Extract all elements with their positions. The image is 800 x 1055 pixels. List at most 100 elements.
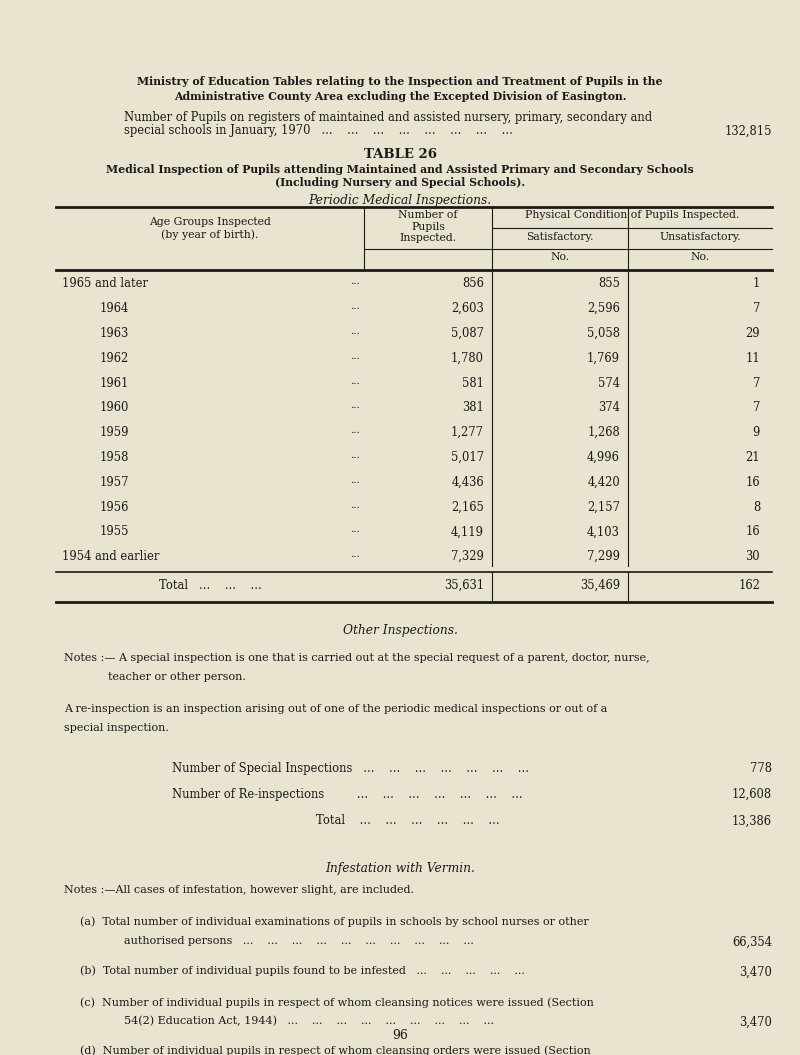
- Text: 855: 855: [598, 277, 620, 290]
- Text: 3,470: 3,470: [739, 1016, 772, 1029]
- Text: Number of
Pupils
Inspected.: Number of Pupils Inspected.: [398, 210, 458, 243]
- Text: 2,165: 2,165: [451, 501, 484, 514]
- Text: 574: 574: [598, 377, 620, 389]
- Text: (d)  Number of individual pupils in respect of whom cleansing orders were issued: (d) Number of individual pupils in respe…: [80, 1046, 590, 1055]
- Text: Age Groups Inspected
(by year of birth).: Age Groups Inspected (by year of birth).: [149, 217, 271, 239]
- Text: special inspection.: special inspection.: [64, 723, 169, 732]
- Text: 1955: 1955: [100, 525, 130, 538]
- Text: ...: ...: [350, 476, 360, 485]
- Text: 54(2) Education Act, 1944)   ...    ...    ...    ...    ...    ...    ...    ..: 54(2) Education Act, 1944) ... ... ... .…: [124, 1016, 494, 1027]
- Text: (Including Nursery and Special Schools).: (Including Nursery and Special Schools).: [275, 177, 525, 188]
- Text: 30: 30: [746, 551, 760, 563]
- Text: Physical Condition of Pupils Inspected.: Physical Condition of Pupils Inspected.: [525, 210, 739, 219]
- Text: 16: 16: [746, 525, 760, 538]
- Text: 5,058: 5,058: [587, 327, 620, 340]
- Text: (c)  Number of individual pupils in respect of whom cleansing notices were issue: (c) Number of individual pupils in respe…: [80, 997, 594, 1008]
- Text: 96: 96: [392, 1029, 408, 1041]
- Text: 374: 374: [598, 401, 620, 415]
- Text: ...: ...: [350, 525, 360, 535]
- Text: 1958: 1958: [100, 452, 130, 464]
- Text: ...: ...: [350, 302, 360, 311]
- Text: 4,103: 4,103: [587, 525, 620, 538]
- Text: 4,420: 4,420: [587, 476, 620, 488]
- Text: 11: 11: [746, 351, 760, 365]
- Text: ...: ...: [350, 426, 360, 436]
- Text: 381: 381: [462, 401, 484, 415]
- Text: 1961: 1961: [100, 377, 130, 389]
- Text: ...: ...: [350, 277, 360, 287]
- Text: Periodic Medical Inspections.: Periodic Medical Inspections.: [309, 194, 491, 207]
- Text: ...: ...: [350, 501, 360, 510]
- Text: TABLE 26: TABLE 26: [363, 148, 437, 160]
- Text: 35,631: 35,631: [444, 579, 484, 592]
- Text: 21: 21: [746, 452, 760, 464]
- Text: 29: 29: [746, 327, 760, 340]
- Text: Infestation with Vermin.: Infestation with Vermin.: [325, 862, 475, 875]
- Text: 132,815: 132,815: [725, 124, 772, 137]
- Text: (a)  Total number of individual examinations of pupils in schools by school nurs: (a) Total number of individual examinati…: [80, 917, 589, 927]
- Text: Unsatisfactory.: Unsatisfactory.: [659, 232, 741, 242]
- Text: teacher or other person.: teacher or other person.: [108, 672, 246, 682]
- Text: Satisfactory.: Satisfactory.: [526, 232, 594, 242]
- Text: 9: 9: [753, 426, 760, 439]
- Text: 7: 7: [753, 401, 760, 415]
- Text: 7,329: 7,329: [451, 551, 484, 563]
- Text: 8: 8: [753, 501, 760, 514]
- Text: ...: ...: [350, 377, 360, 386]
- Text: No.: No.: [550, 252, 570, 262]
- Text: Total   ...    ...    ...: Total ... ... ...: [158, 579, 262, 592]
- Text: No.: No.: [690, 252, 710, 262]
- Text: Administrative County Area excluding the Excepted Division of Easington.: Administrative County Area excluding the…: [174, 91, 626, 101]
- Text: 12,608: 12,608: [732, 788, 772, 801]
- Text: 35,469: 35,469: [580, 579, 620, 592]
- Text: special schools in January, 1970   ...    ...    ...    ...    ...    ...    ...: special schools in January, 1970 ... ...…: [124, 124, 513, 137]
- Text: 1960: 1960: [100, 401, 130, 415]
- Text: 581: 581: [462, 377, 484, 389]
- Text: 1962: 1962: [100, 351, 130, 365]
- Text: Number of Pupils on registers of maintained and assisted nursery, primary, secon: Number of Pupils on registers of maintai…: [124, 111, 652, 123]
- Text: Notes :— A special inspection is one that is carried out at the special request : Notes :— A special inspection is one tha…: [64, 653, 650, 663]
- Text: ...: ...: [350, 551, 360, 559]
- Text: ...: ...: [350, 327, 360, 337]
- Text: 2,596: 2,596: [587, 302, 620, 315]
- Text: 1957: 1957: [100, 476, 130, 488]
- Text: 1,780: 1,780: [451, 351, 484, 365]
- Text: 4,436: 4,436: [451, 476, 484, 488]
- Text: 16: 16: [746, 476, 760, 488]
- Text: 7: 7: [753, 377, 760, 389]
- Text: ...: ...: [350, 401, 360, 410]
- Text: Medical Inspection of Pupils attending Maintained and Assisted Primary and Secon: Medical Inspection of Pupils attending M…: [106, 164, 694, 174]
- Text: Total    ...    ...    ...    ...    ...    ...: Total ... ... ... ... ... ...: [316, 814, 500, 827]
- Text: ...: ...: [350, 351, 360, 361]
- Text: 1956: 1956: [100, 501, 130, 514]
- Text: 66,354: 66,354: [732, 936, 772, 948]
- Text: (b)  Total number of individual pupils found to be infested   ...    ...    ... : (b) Total number of individual pupils fo…: [80, 965, 525, 976]
- Text: 13,386: 13,386: [732, 814, 772, 827]
- Text: authorised persons   ...    ...    ...    ...    ...    ...    ...    ...    ...: authorised persons ... ... ... ... ... .…: [124, 936, 474, 945]
- Text: 1965 and later: 1965 and later: [62, 277, 149, 290]
- Text: 856: 856: [462, 277, 484, 290]
- Text: Notes :—All cases of infestation, however slight, are included.: Notes :—All cases of infestation, howeve…: [64, 885, 414, 895]
- Text: 4,119: 4,119: [451, 525, 484, 538]
- Text: 1963: 1963: [100, 327, 130, 340]
- Text: 1,277: 1,277: [451, 426, 484, 439]
- Text: A re-inspection is an inspection arising out of one of the periodic medical insp: A re-inspection is an inspection arising…: [64, 704, 607, 713]
- Text: 2,603: 2,603: [451, 302, 484, 315]
- Text: 1: 1: [753, 277, 760, 290]
- Text: 1959: 1959: [100, 426, 130, 439]
- Text: ...: ...: [350, 452, 360, 460]
- Text: 7: 7: [753, 302, 760, 315]
- Text: 7,299: 7,299: [587, 551, 620, 563]
- Text: 3,470: 3,470: [739, 965, 772, 978]
- Text: Ministry of Education Tables relating to the Inspection and Treatment of Pupils : Ministry of Education Tables relating to…: [138, 76, 662, 87]
- Text: 1964: 1964: [100, 302, 130, 315]
- Text: 5,087: 5,087: [451, 327, 484, 340]
- Text: 4,996: 4,996: [587, 452, 620, 464]
- Text: 162: 162: [738, 579, 760, 592]
- Text: 1954 and earlier: 1954 and earlier: [62, 551, 160, 563]
- Text: Number of Special Inspections   ...    ...    ...    ...    ...    ...    ...: Number of Special Inspections ... ... ..…: [172, 762, 529, 774]
- Text: 5,017: 5,017: [451, 452, 484, 464]
- Text: 2,157: 2,157: [587, 501, 620, 514]
- Text: 1,769: 1,769: [587, 351, 620, 365]
- Text: 778: 778: [750, 762, 772, 774]
